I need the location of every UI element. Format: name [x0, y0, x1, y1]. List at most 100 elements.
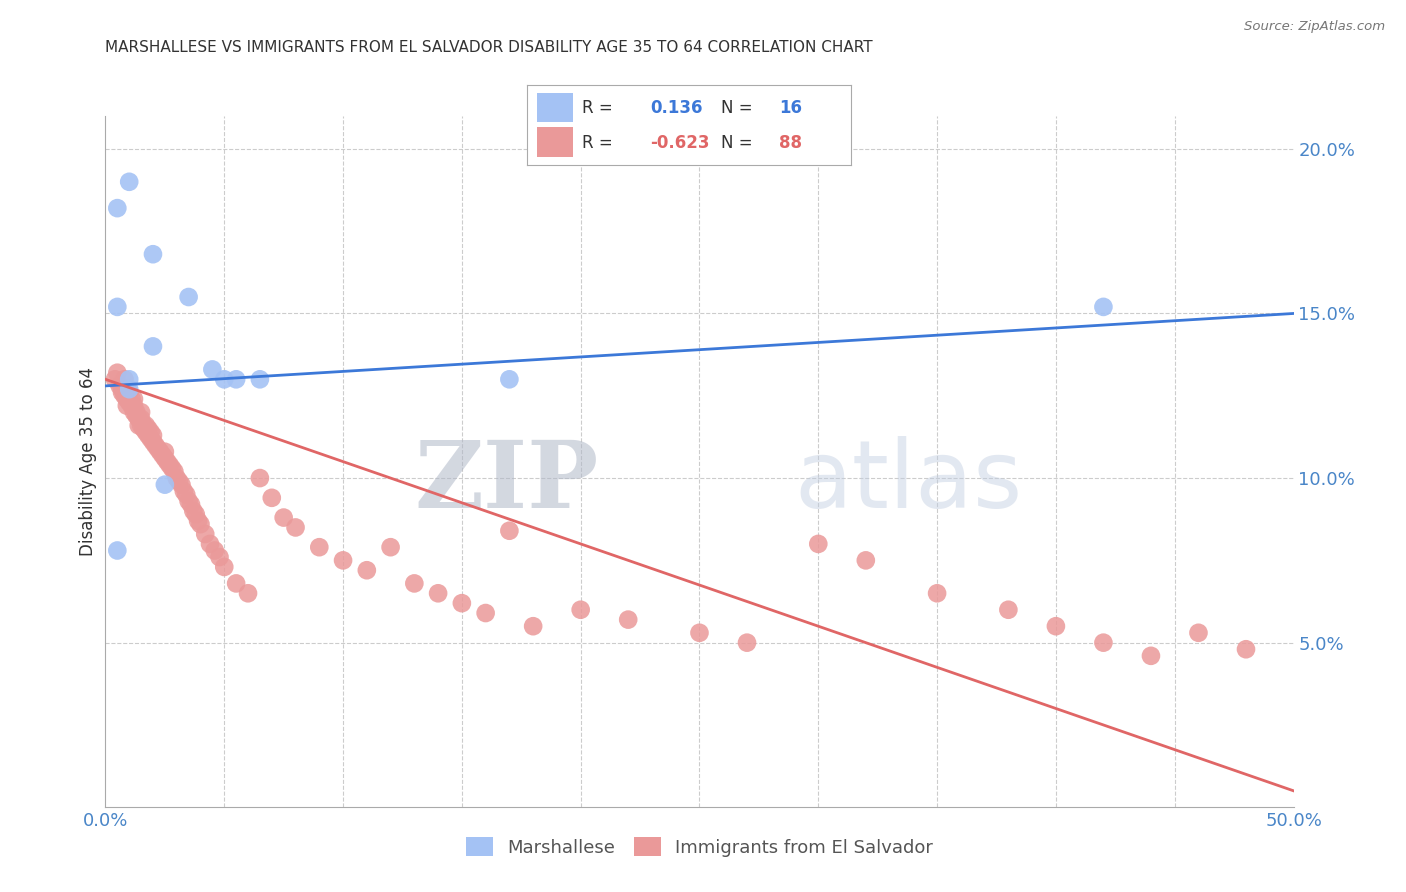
Point: [125, 409, 148, 423]
Point: [128, 412, 150, 426]
Point: [121, 399, 143, 413]
Point: [118, 382, 141, 396]
Point: [332, 553, 354, 567]
Point: [111, 382, 134, 396]
Point: [260, 491, 283, 505]
Point: [159, 458, 181, 472]
Point: [152, 448, 174, 462]
Text: -0.623: -0.623: [650, 134, 710, 152]
Text: ZIP: ZIP: [415, 437, 599, 527]
Text: R =: R =: [582, 99, 619, 117]
Point: [166, 471, 188, 485]
Point: [925, 586, 948, 600]
Point: [522, 619, 544, 633]
Point: [108, 379, 131, 393]
Point: [129, 412, 152, 426]
Text: MARSHALLESE VS IMMIGRANTS FROM EL SALVADOR DISABILITY AGE 35 TO 64 CORRELATION C: MARSHALLESE VS IMMIGRANTS FROM EL SALVAD…: [105, 40, 873, 55]
Point: [249, 471, 271, 485]
Point: [132, 418, 155, 433]
Point: [139, 432, 162, 446]
Point: [153, 451, 176, 466]
Point: [105, 300, 128, 314]
Point: [142, 247, 165, 261]
Point: [194, 527, 217, 541]
Point: [114, 372, 136, 386]
Point: [1092, 635, 1115, 649]
Point: [273, 510, 295, 524]
Point: [617, 613, 640, 627]
Point: [404, 576, 426, 591]
Point: [125, 405, 148, 419]
Point: [183, 504, 205, 518]
Point: [156, 455, 179, 469]
Point: [153, 444, 176, 458]
Point: [122, 392, 145, 406]
Point: [689, 625, 711, 640]
Point: [498, 372, 520, 386]
Point: [121, 392, 143, 406]
Point: [177, 494, 200, 508]
Point: [1187, 625, 1209, 640]
Point: [170, 477, 193, 491]
Point: [236, 586, 259, 600]
Point: [184, 508, 207, 522]
Point: [807, 537, 830, 551]
Point: [214, 372, 236, 386]
Point: [136, 428, 159, 442]
Point: [118, 372, 141, 386]
Point: [1045, 619, 1067, 633]
Point: [214, 560, 236, 574]
Point: [1140, 648, 1163, 663]
Point: [167, 475, 190, 489]
Text: atlas: atlas: [794, 436, 1022, 528]
Point: [118, 395, 141, 409]
Point: [115, 399, 138, 413]
Text: N =: N =: [721, 99, 758, 117]
Point: [135, 425, 157, 439]
Point: [356, 563, 378, 577]
Point: [225, 576, 247, 591]
Text: R =: R =: [582, 134, 619, 152]
Y-axis label: Disability Age 35 to 64: Disability Age 35 to 64: [79, 368, 97, 556]
Point: [142, 434, 165, 449]
Text: 16: 16: [779, 99, 803, 117]
Point: [569, 603, 592, 617]
Point: [129, 418, 152, 433]
Point: [114, 389, 136, 403]
Point: [204, 543, 226, 558]
Point: [143, 438, 166, 452]
Point: [997, 603, 1019, 617]
Point: [115, 392, 138, 406]
Point: [1234, 642, 1257, 657]
Point: [308, 540, 330, 554]
Point: [139, 425, 162, 439]
Point: [129, 405, 152, 419]
Point: [118, 175, 141, 189]
Point: [855, 553, 877, 567]
Point: [180, 497, 202, 511]
Point: [136, 422, 159, 436]
Point: [118, 385, 141, 400]
Bar: [537, 128, 572, 157]
Text: 88: 88: [779, 134, 803, 152]
Point: [450, 596, 472, 610]
Point: [105, 201, 128, 215]
Point: [190, 517, 212, 532]
Point: [249, 372, 271, 386]
Point: [427, 586, 450, 600]
Bar: [537, 93, 572, 122]
Point: [105, 543, 128, 558]
Point: [474, 606, 496, 620]
Point: [111, 385, 134, 400]
Point: [225, 372, 247, 386]
Point: [122, 399, 145, 413]
Point: [142, 428, 165, 442]
Point: [380, 540, 402, 554]
Point: [142, 339, 165, 353]
Point: [128, 418, 150, 433]
Point: [105, 366, 128, 380]
Point: [135, 418, 157, 433]
Point: [132, 422, 155, 436]
Point: [149, 444, 172, 458]
Point: [146, 442, 169, 456]
